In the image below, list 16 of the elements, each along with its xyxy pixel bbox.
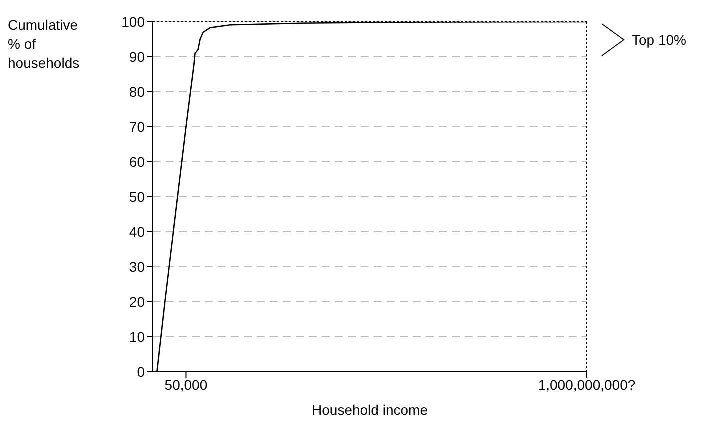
y-axis-title: Cumulative % of households: [8, 16, 81, 73]
y-tick-label: 50: [129, 188, 146, 205]
y-tick-label: 30: [129, 258, 146, 275]
text: Top 10%: [632, 32, 686, 48]
x-axis-title: Household income: [311, 402, 429, 418]
y-tick-label: 60: [129, 154, 146, 170]
y-tick-label: 100: [122, 14, 146, 30]
x-tick-label: 1,000,000,000?: [538, 376, 636, 393]
y-tick-label: 10: [129, 328, 146, 345]
x-tick-label: 50,000: [164, 376, 208, 393]
y-tick-label: 40: [129, 224, 146, 240]
y-tick-label: 70: [129, 118, 146, 135]
y-tick-label: 0: [137, 364, 146, 380]
y-tick-label: 20: [129, 294, 146, 310]
y-tick-label: 90: [129, 48, 146, 65]
y-tick-label: 80: [129, 84, 146, 100]
